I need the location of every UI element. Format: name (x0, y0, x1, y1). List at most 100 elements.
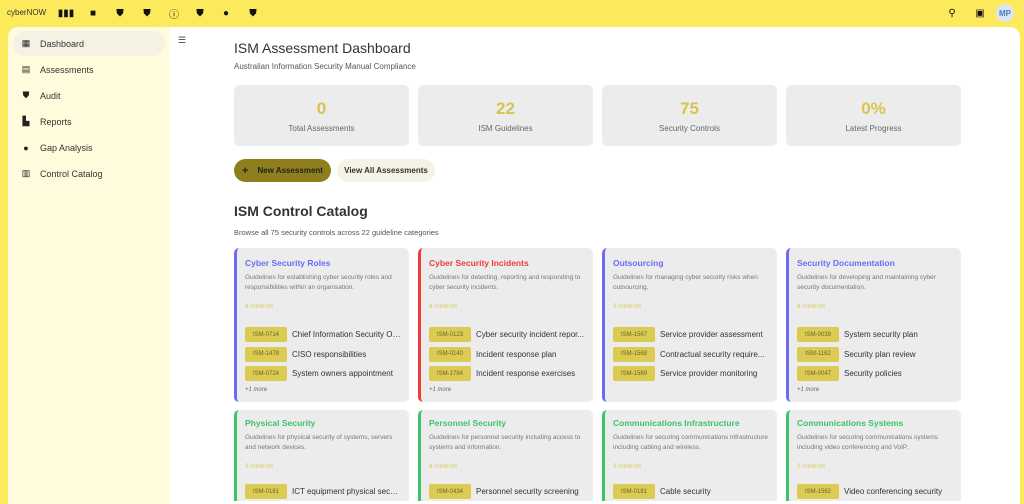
shield-half-icon[interactable]: ⛊ (143, 7, 151, 19)
catalog-subtitle: Browse all 75 security controls across 2… (234, 228, 439, 237)
sidebar-item-gap-analysis[interactable]: ● Gap Analysis (13, 135, 165, 160)
collapse-sidebar-icon[interactable]: ☰ (178, 35, 187, 45)
control-item[interactable]: ISM-0161 ICT equipment physical secu... (245, 482, 401, 502)
stat-card: 22 ISM Guidelines (418, 85, 593, 146)
sidebar-item-reports[interactable]: ▙ Reports (13, 109, 165, 134)
lightbulb-icon[interactable]: ● (222, 7, 230, 19)
stat-value: 75 (680, 99, 699, 118)
control-item[interactable]: ISM-0434 Personnel security screening (429, 482, 585, 502)
control-name: Cyber security incident repor... (476, 330, 585, 340)
more-controls-link[interactable]: +1 more (245, 386, 268, 393)
guideline-card[interactable]: Communications Systems Guidelines for se… (786, 410, 961, 501)
brand-logo[interactable]: cyberNOW (7, 8, 47, 17)
avatar[interactable]: MP (996, 4, 1014, 22)
control-name: Service provider assessment (660, 330, 763, 340)
card-description: Guidelines for personnel security includ… (429, 434, 581, 451)
guideline-card[interactable]: Communications Infrastructure Guidelines… (602, 410, 777, 501)
guideline-card[interactable]: Physical Security Guidelines for physica… (234, 410, 409, 501)
control-item[interactable]: ISM-1162 Security plan review (797, 345, 953, 365)
control-id-badge: ISM-1567 (613, 327, 655, 343)
card-title: Cyber Security Incidents (429, 258, 529, 268)
control-item[interactable]: ISM-1562 Video conferencing security (797, 482, 953, 502)
stat-label: Total Assessments (288, 124, 355, 133)
guideline-card[interactable]: Security Documentation Guidelines for de… (786, 248, 961, 402)
dashboard-icon: ▦ (21, 38, 31, 48)
columns-icon[interactable]: ▮▮▮ (57, 7, 75, 19)
control-name: Video conferencing security (844, 487, 943, 497)
guideline-card[interactable]: Cyber Security Incidents Guidelines for … (418, 248, 593, 402)
contact-icon[interactable]: ▣ (975, 7, 985, 19)
control-id-badge: ISM-1162 (797, 346, 839, 362)
folder-icon[interactable]: ■ (89, 7, 97, 19)
sidebar-item-dashboard[interactable]: ▦ Dashboard (13, 31, 165, 56)
control-name: System security plan (844, 330, 918, 340)
card-description: Guidelines for managing cyber security r… (613, 274, 758, 291)
sidebar-item-assessments[interactable]: ▤ Assessments (13, 57, 165, 82)
sidebar: ▦ Dashboard ▤ Assessments ⛊ Audit ▙ Reports ● Gap… (8, 27, 170, 504)
stat-label: Security Controls (659, 124, 720, 133)
control-name: System owners appointment (292, 369, 393, 379)
shield-half-icon[interactable]: ⛊ (196, 7, 204, 19)
control-id-badge: ISM-1569 (613, 366, 655, 382)
control-item[interactable]: ISM-1567 Service provider assessment (613, 325, 769, 345)
control-id-badge: ISM-0181 (613, 484, 655, 500)
sidebar-item-label: Control Catalog (40, 168, 103, 179)
book-icon: ▥ (21, 168, 31, 178)
more-controls-link[interactable]: +1 more (429, 386, 452, 393)
control-name: Security plan review (844, 349, 916, 359)
plus-icon: + (242, 164, 249, 177)
control-name: ICT equipment physical secu... (292, 487, 401, 497)
control-item[interactable]: ISM-1569 Service provider monitoring (613, 364, 769, 384)
guideline-card[interactable]: Personnel Security Guidelines for person… (418, 410, 593, 501)
sidebar-item-label: Audit (40, 90, 61, 101)
sidebar-item-label: Reports (40, 116, 72, 127)
control-count: 3 controls (613, 463, 642, 470)
sidebar-item-control-catalog[interactable]: ▥ Control Catalog (13, 161, 165, 186)
control-name: Cable security (660, 487, 711, 497)
guideline-card[interactable]: Cyber Security Roles Guidelines for esta… (234, 248, 409, 402)
card-title: Communications Systems (797, 418, 904, 428)
stat-card: 0 Total Assessments (234, 85, 409, 146)
shield-info-icon[interactable]: ⓘ (169, 9, 179, 21)
control-item[interactable]: ISM-1568 Contractual security require... (613, 345, 769, 365)
catalog-title: ISM Control Catalog (234, 203, 368, 219)
more-controls-link[interactable]: +1 more (797, 386, 820, 393)
card-title: Outsourcing (613, 258, 664, 268)
control-item[interactable]: ISM-1478 CISO responsibilities (245, 345, 401, 365)
card-title: Personnel Security (429, 418, 507, 428)
control-name: Security policies (844, 369, 902, 379)
control-count: 4 controls (429, 303, 458, 310)
control-id-badge: ISM-1562 (797, 484, 839, 500)
control-item[interactable]: ISM-0181 Cable security (613, 482, 769, 502)
control-id-badge: ISM-0724 (245, 366, 287, 382)
control-id-badge: ISM-1568 (613, 346, 655, 362)
card-title: Physical Security (245, 418, 316, 428)
control-id-badge: ISM-1478 (245, 346, 287, 362)
control-name: Contractual security require... (660, 349, 765, 359)
new-assessment-button[interactable]: + New Assessment (234, 159, 331, 182)
control-item[interactable]: ISM-0714 Chief Information Security Of... (245, 325, 401, 345)
control-item[interactable]: ISM-1784 Incident response exercises (429, 364, 585, 384)
control-item[interactable]: ISM-0123 Cyber security incident repor... (429, 325, 585, 345)
control-id-badge: ISM-0714 (245, 327, 287, 343)
guideline-card[interactable]: Outsourcing Guidelines for managing cybe… (602, 248, 777, 402)
shield-check-icon[interactable]: ⛊ (116, 7, 124, 19)
control-id-badge: ISM-0039 (797, 327, 839, 343)
top-bar: cyberNOW ▮▮▮ ■ ⛊ ⛊ ⓘ ⛊ ● ⛊ ⚲ ▣ MP (0, 0, 1024, 26)
control-id-badge: ISM-0161 (245, 484, 287, 500)
control-count: 4 controls (245, 303, 274, 310)
view-all-assessments-button[interactable]: View All Assessments (337, 159, 435, 182)
control-id-badge: ISM-0123 (429, 327, 471, 343)
stat-value: 0 (316, 99, 327, 118)
search-icon[interactable]: ⚲ (948, 7, 956, 19)
sidebar-item-audit[interactable]: ⛊ Audit (13, 83, 165, 108)
control-item[interactable]: ISM-0724 System owners appointment (245, 364, 401, 384)
control-item[interactable]: ISM-0039 System security plan (797, 325, 953, 345)
sidebar-item-label: Gap Analysis (40, 142, 93, 153)
card-description: Guidelines for securing communications s… (797, 434, 938, 451)
control-item[interactable]: ISM-0140 Incident response plan (429, 345, 585, 365)
control-count: 3 controls (245, 463, 274, 470)
control-name: Chief Information Security Of... (292, 330, 401, 340)
control-item[interactable]: ISM-0047 Security policies (797, 364, 953, 384)
shield-half-icon[interactable]: ⛊ (249, 7, 257, 19)
